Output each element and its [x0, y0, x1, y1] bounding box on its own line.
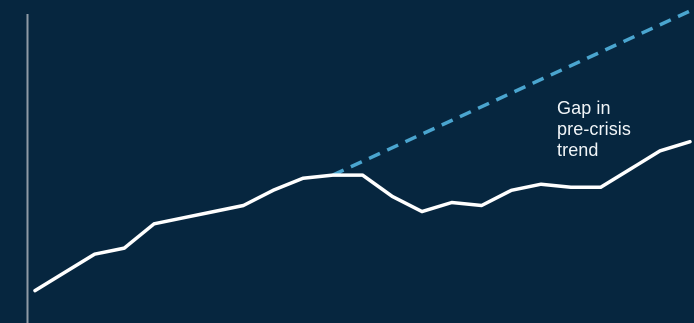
actual-series-line: [33, 139, 692, 293]
annotation-line-2: pre-crisis: [557, 119, 632, 139]
annotation-line-3: trend: [557, 140, 599, 160]
pre-crisis-trend-line: [331, 9, 691, 177]
gap-annotation: Gap in pre-crisis trend: [557, 98, 667, 161]
series-layer: [33, 9, 692, 293]
annotation-line-1: Gap in: [557, 98, 611, 118]
